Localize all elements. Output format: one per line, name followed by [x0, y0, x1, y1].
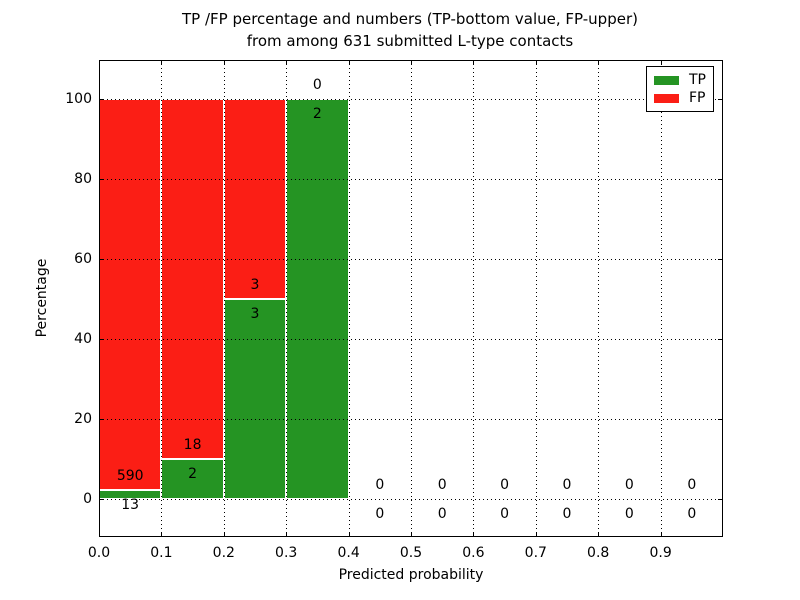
y-tick-right — [718, 179, 723, 180]
y-axis-label: Percentage — [34, 258, 50, 338]
x-tick-bottom — [286, 532, 288, 537]
x-tick-label: 0.7 — [524, 545, 547, 561]
legend-box: TP FP — [646, 66, 714, 112]
bar-tp-segment — [161, 459, 224, 499]
legend-label-fp: FP — [689, 90, 706, 106]
x-tick-bottom — [348, 532, 350, 537]
legend-entry-fp: FP — [654, 91, 706, 105]
x-tick-top — [161, 60, 163, 65]
value-label-tp: 13 — [121, 497, 140, 514]
chart-title-line2: from among 631 submitted L-type contacts — [246, 32, 574, 50]
value-label-fp: 0 — [437, 477, 447, 493]
x-tick-bottom — [473, 532, 475, 537]
x-tick-bottom — [223, 532, 225, 537]
x-tick-top — [411, 60, 412, 65]
x-tick-label: 0.6 — [462, 545, 485, 561]
x-tick-bottom — [411, 532, 412, 537]
bar-tp-segment — [286, 99, 349, 499]
legend-label-tp: TP — [689, 72, 706, 88]
value-label-fp: 0 — [500, 477, 510, 493]
x-tick-bottom — [99, 532, 100, 537]
chart-title-line1: TP /FP percentage and numbers (TP-bottom… — [182, 10, 638, 28]
x-tick-bottom — [660, 532, 662, 537]
bar-fp-segment — [223, 99, 287, 299]
x-tick-bottom — [535, 532, 537, 537]
tp-color-swatch — [654, 75, 679, 85]
y-tick-label: 0 — [83, 491, 92, 507]
y-tick-label: 40 — [74, 331, 92, 347]
value-label-fp: 0 — [312, 77, 322, 93]
gridline-vertical — [161, 60, 163, 537]
value-label-tp: 0 — [375, 506, 385, 522]
value-label-fp: 3 — [250, 277, 260, 293]
x-tick-bottom — [161, 532, 163, 537]
bar-tp-segment — [223, 299, 287, 499]
y-tick-label: 100 — [65, 91, 92, 107]
y-tick-left — [99, 419, 104, 420]
bar-fp-segment — [99, 99, 162, 491]
y-tick-label: 60 — [74, 251, 92, 267]
y-tick-left — [99, 339, 104, 340]
y-tick-left — [99, 499, 104, 500]
x-tick-top — [286, 60, 288, 65]
y-tick-right — [718, 419, 723, 420]
value-label-tp: 0 — [562, 506, 572, 522]
x-axis-label: Predicted probability — [338, 567, 484, 583]
x-tick-top — [598, 60, 600, 65]
y-tick-right — [718, 99, 723, 100]
bar-fp-segment — [161, 99, 224, 459]
x-tick-label: 0.5 — [399, 545, 423, 561]
chart-title: TP /FP percentage and numbers (TP-bottom… — [0, 8, 800, 52]
value-label-tp: 0 — [437, 506, 447, 522]
y-tick-left — [99, 99, 104, 100]
x-tick-top — [660, 60, 662, 65]
y-tick-right — [718, 339, 723, 340]
x-tick-top — [99, 60, 100, 65]
gridline-vertical — [348, 60, 350, 537]
y-tick-right — [718, 499, 723, 500]
value-label-tp: 2 — [188, 466, 198, 482]
x-tick-label: 0.0 — [87, 545, 111, 561]
y-tick-left — [99, 179, 104, 180]
x-tick-bottom — [598, 532, 600, 537]
value-label-tp: 3 — [250, 306, 260, 322]
y-tick-right — [718, 259, 723, 260]
value-label-tp: 0 — [624, 506, 634, 522]
y-tick-label: 20 — [74, 411, 92, 427]
value-label-tp: 2 — [312, 106, 322, 122]
gridline-vertical — [473, 60, 475, 537]
x-tick-label: 0.8 — [587, 545, 610, 561]
y-tick-label: 80 — [74, 171, 92, 187]
x-tick-label: 0.2 — [212, 545, 235, 561]
value-label-fp: 590 — [116, 468, 144, 485]
x-tick-label: 0.4 — [337, 545, 360, 561]
x-tick-top — [348, 60, 350, 65]
value-label-fp: 0 — [562, 477, 572, 493]
x-tick-top — [473, 60, 475, 65]
gridline-vertical — [598, 60, 600, 537]
fp-color-swatch — [654, 93, 679, 103]
x-tick-label: 0.9 — [649, 545, 672, 561]
legend-entry-tp: TP — [654, 73, 706, 87]
value-label-fp: 18 — [183, 437, 202, 453]
gridline-vertical — [660, 60, 662, 537]
x-tick-top — [223, 60, 225, 65]
value-label-tp: 0 — [687, 506, 697, 522]
value-label-tp: 0 — [500, 506, 510, 522]
x-tick-label: 0.3 — [275, 545, 298, 561]
gridline-vertical — [286, 60, 288, 537]
x-tick-label: 0.1 — [150, 545, 173, 561]
gridline-vertical — [223, 60, 225, 537]
gridline-vertical — [411, 60, 412, 537]
y-tick-left — [99, 259, 104, 260]
gridline-vertical — [535, 60, 537, 537]
value-label-fp: 0 — [624, 477, 634, 493]
value-label-fp: 0 — [687, 477, 697, 493]
value-label-fp: 0 — [375, 477, 385, 493]
x-tick-top — [535, 60, 537, 65]
